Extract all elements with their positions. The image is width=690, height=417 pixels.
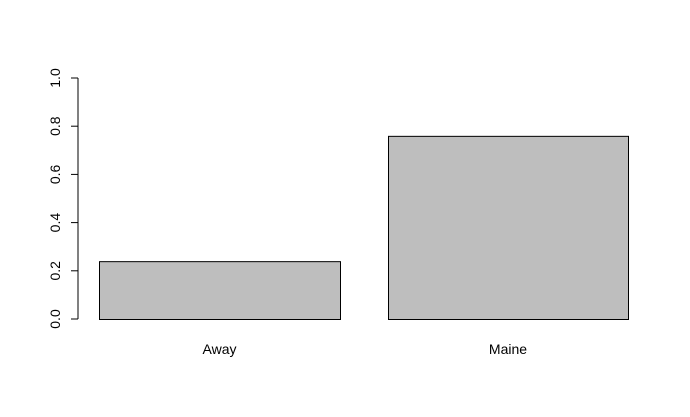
y-tick-label: 1.0 [47,68,63,88]
y-axis: 0.0 0.2 0.4 0.6 0.8 1.0 [47,68,79,329]
x-axis-labels: Away Maine [203,341,528,357]
y-tick-label: 0.0 [47,309,63,329]
y-tick-label: 0.6 [47,164,63,184]
y-tick-label: 0.8 [47,116,63,136]
x-category-label: Maine [489,341,527,357]
bar-away [99,261,341,321]
x-category-label: Away [203,341,237,357]
bars [99,135,629,321]
y-tick-label: 0.4 [47,213,63,233]
bar-maine [388,135,629,320]
y-tick-label: 0.2 [47,261,63,281]
